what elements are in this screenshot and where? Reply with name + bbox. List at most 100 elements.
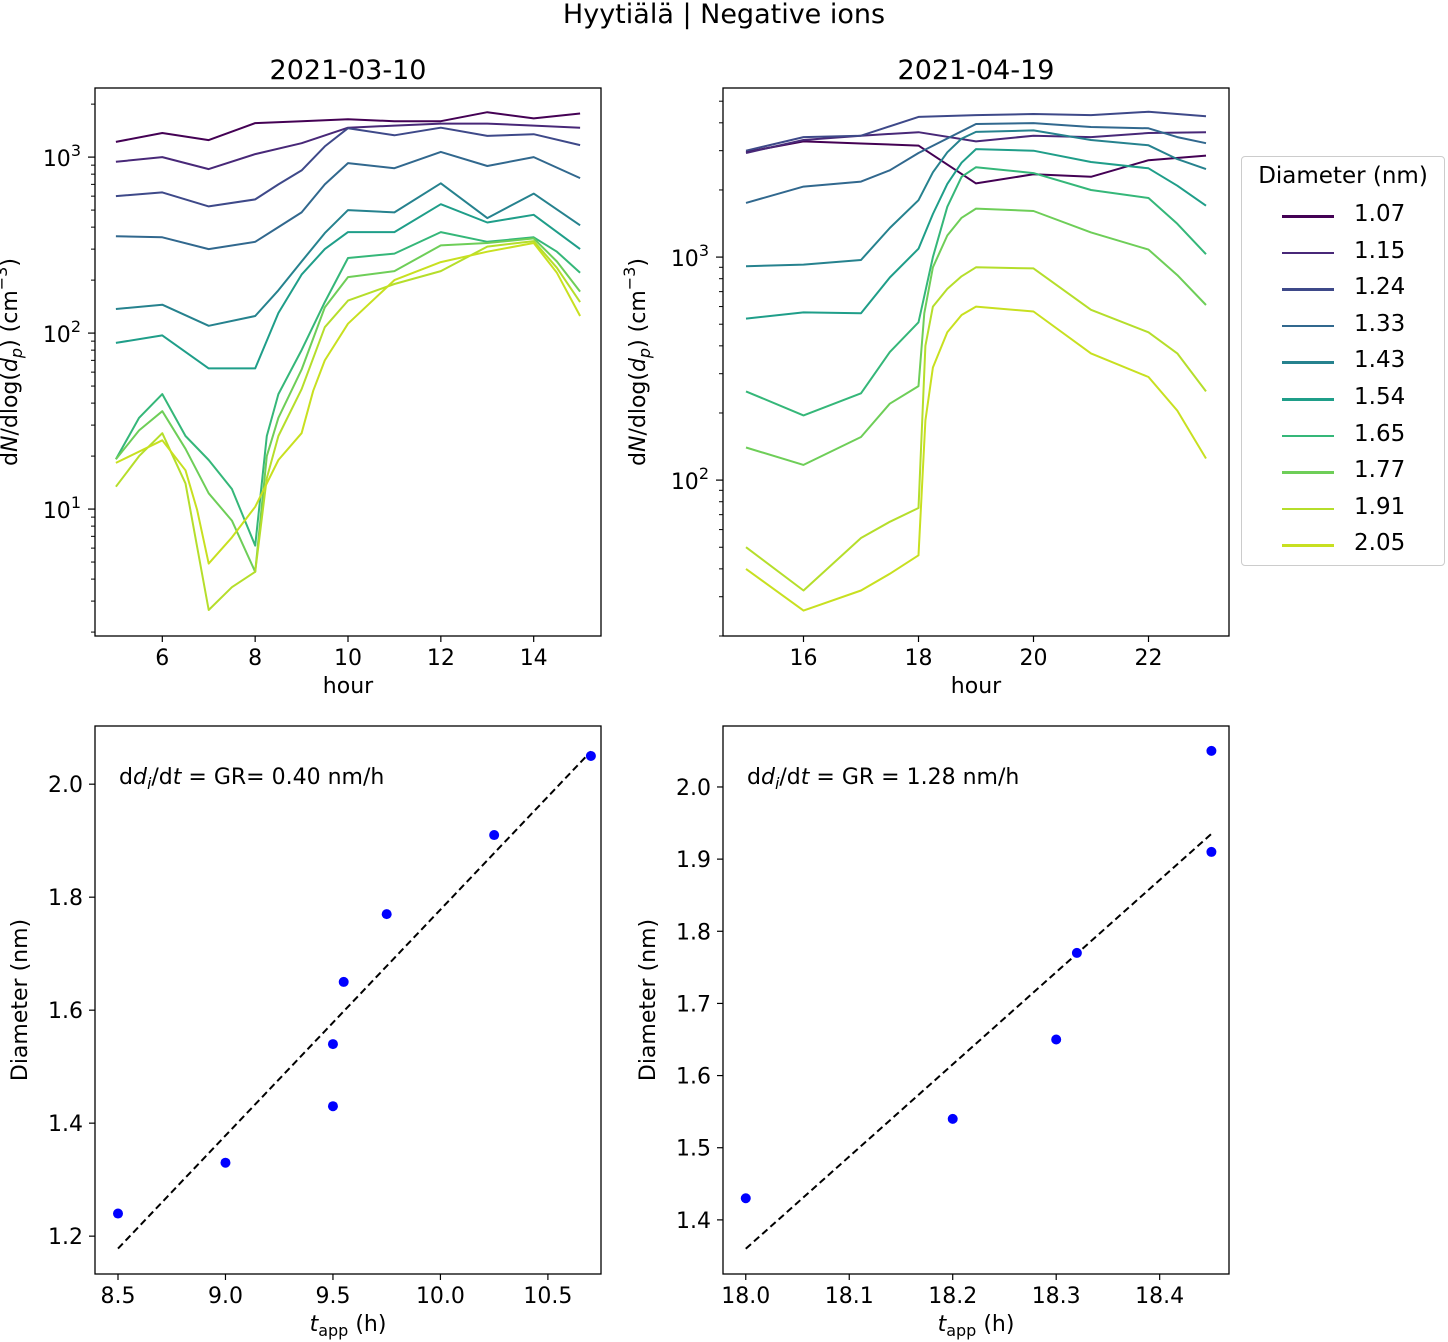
data-point bbox=[489, 830, 500, 841]
y-tick-label: 1.6 bbox=[48, 999, 83, 1024]
y-tick-label: 1.9 bbox=[676, 848, 711, 873]
legend-swatch-line bbox=[1282, 471, 1334, 474]
series-line-1-77 bbox=[115, 237, 581, 573]
series-line-1-65 bbox=[745, 166, 1207, 417]
x-tick-label: 9.5 bbox=[315, 1284, 350, 1309]
y-tick-label: 1.4 bbox=[676, 1209, 711, 1234]
legend-swatch-line bbox=[1282, 398, 1334, 401]
y-axis-label: dN/dlog(dp) (cm−3) bbox=[0, 258, 26, 466]
data-point bbox=[338, 976, 349, 987]
plot-area bbox=[740, 745, 1217, 1250]
legend-swatch-line bbox=[1282, 215, 1334, 218]
legend-label: 1.54 bbox=[1354, 384, 1406, 410]
series-line-1-07 bbox=[115, 111, 581, 143]
data-point bbox=[113, 1208, 123, 1219]
series-line-1-91 bbox=[115, 240, 581, 611]
panel-concentration-2021-04-19: 2021-04-19 16 18 20 22 hour 102 103 dN/dlog(dp) … bbox=[620, 55, 1230, 699]
axes-frame bbox=[94, 725, 602, 1275]
y-tick-label: 1.5 bbox=[676, 1137, 711, 1162]
legend-item: 1.15 bbox=[1242, 236, 1444, 272]
x-tick-label: 10.5 bbox=[523, 1284, 572, 1309]
series-line-1-24 bbox=[745, 110, 1207, 152]
legend-swatch-line bbox=[1282, 361, 1334, 364]
legend-label: 2.05 bbox=[1354, 530, 1406, 557]
x-axis-label: hour bbox=[951, 674, 1002, 699]
x-axis-label: hour bbox=[323, 674, 374, 699]
series-line-1-54 bbox=[745, 148, 1207, 320]
series-line-1-33 bbox=[745, 122, 1207, 204]
x-tick-label: 22 bbox=[1135, 646, 1163, 671]
x-axis-label: tapp (h) bbox=[938, 1312, 1015, 1340]
series-line-2-05 bbox=[115, 242, 581, 565]
axes-frame bbox=[722, 725, 1230, 1275]
data-point bbox=[381, 909, 392, 920]
series-line-1-77 bbox=[745, 207, 1207, 466]
legend-label: 1.15 bbox=[1354, 237, 1406, 264]
x-tick-label: 20 bbox=[1020, 646, 1048, 671]
y-tick-label: 1.4 bbox=[48, 1112, 83, 1137]
growth-rate-annotation: ddi/dt = GR= 0.40 nm/h bbox=[119, 765, 384, 793]
y-tick-label: 1.7 bbox=[676, 992, 711, 1017]
growth-rate-annotation: ddi/dt = GR = 1.28 nm/h bbox=[747, 765, 1019, 793]
legend-item: 1.91 bbox=[1242, 492, 1444, 528]
legend-label: 1.77 bbox=[1354, 457, 1406, 484]
series-line-1-15 bbox=[745, 131, 1207, 154]
panel-growth-rate-2021-04-19: 18.0 18.1 18.2 18.3 18.4 tapp (h) 1.4 1.5 1.6 1.7… bbox=[636, 725, 1230, 1340]
legend-item: 1.77 bbox=[1242, 455, 1444, 491]
x-tick-label: 8 bbox=[248, 646, 262, 671]
data-point bbox=[1206, 846, 1217, 857]
series-line-1-33 bbox=[115, 150, 581, 251]
axes-frame bbox=[722, 87, 1230, 637]
legend-item: 1.24 bbox=[1242, 272, 1444, 308]
axes-frame bbox=[94, 87, 602, 637]
legend-swatch-line bbox=[1282, 288, 1334, 291]
legend-label: 1.43 bbox=[1354, 347, 1406, 374]
y-tick-label: 103 bbox=[43, 141, 81, 172]
x-tick-label: 18 bbox=[905, 646, 933, 671]
x-tick-label: 18.4 bbox=[1135, 1284, 1184, 1309]
x-tick-label: 18.2 bbox=[928, 1284, 977, 1309]
legend-title: Diameter (nm) bbox=[1258, 163, 1428, 189]
y-tick-label: 101 bbox=[43, 493, 81, 524]
y-tick-label: 1.8 bbox=[48, 886, 83, 911]
y-axis-label: Diameter (nm) bbox=[636, 919, 661, 1081]
series-line-1-43 bbox=[745, 129, 1207, 268]
panel-title: 2021-04-19 bbox=[898, 55, 1055, 86]
legend-swatch-line bbox=[1282, 324, 1334, 328]
legend-item: 1.07 bbox=[1242, 199, 1444, 235]
data-point bbox=[220, 1157, 231, 1168]
plot-area bbox=[745, 110, 1207, 612]
series-line-1-65 bbox=[115, 231, 581, 547]
x-axis-label: tapp (h) bbox=[310, 1312, 387, 1340]
legend-item: 1.33 bbox=[1242, 309, 1444, 345]
plot-area bbox=[115, 111, 581, 611]
x-tick-label: 10.0 bbox=[416, 1284, 465, 1309]
legend-swatch-line bbox=[1282, 544, 1334, 547]
x-tick-label: 10 bbox=[334, 646, 362, 671]
panel-concentration-2021-03-10: 2021-03-10 6 8 10 12 14 hour 101 102 103 dN/dlog(d… bbox=[0, 55, 602, 699]
legend-item: 1.54 bbox=[1242, 382, 1444, 418]
data-point bbox=[327, 1101, 338, 1112]
x-tick-label: 18.0 bbox=[721, 1284, 770, 1309]
series-line-1-43 bbox=[115, 182, 581, 327]
legend-swatch-line bbox=[1282, 434, 1334, 438]
data-point bbox=[1051, 1034, 1062, 1045]
x-tick-label: 6 bbox=[155, 646, 169, 671]
series-line-2-05 bbox=[745, 305, 1207, 612]
x-tick-label: 16 bbox=[790, 646, 818, 671]
series-line-1-54 bbox=[115, 203, 581, 370]
y-tick-label: 1.8 bbox=[676, 920, 711, 945]
legend-swatch-line bbox=[1282, 507, 1334, 511]
y-axis-label: dN/dlog(dp) (cm−3) bbox=[620, 258, 654, 466]
y-tick-label: 2.0 bbox=[48, 773, 83, 798]
plot-area bbox=[113, 750, 596, 1250]
y-tick-label: 2.0 bbox=[676, 776, 711, 801]
y-tick-label: 1.2 bbox=[48, 1225, 83, 1250]
legend-item: 2.05 bbox=[1242, 528, 1444, 564]
fit-line bbox=[117, 750, 592, 1250]
x-tick-label: 8.5 bbox=[101, 1284, 136, 1309]
panel-growth-rate-2021-03-10: 8.5 9.0 9.5 10.0 10.5 tapp (h) 1.2 1.4 1.6 1.8 2.0… bbox=[8, 725, 602, 1340]
x-tick-label: 14 bbox=[520, 646, 548, 671]
series-line-1-07 bbox=[745, 140, 1207, 185]
